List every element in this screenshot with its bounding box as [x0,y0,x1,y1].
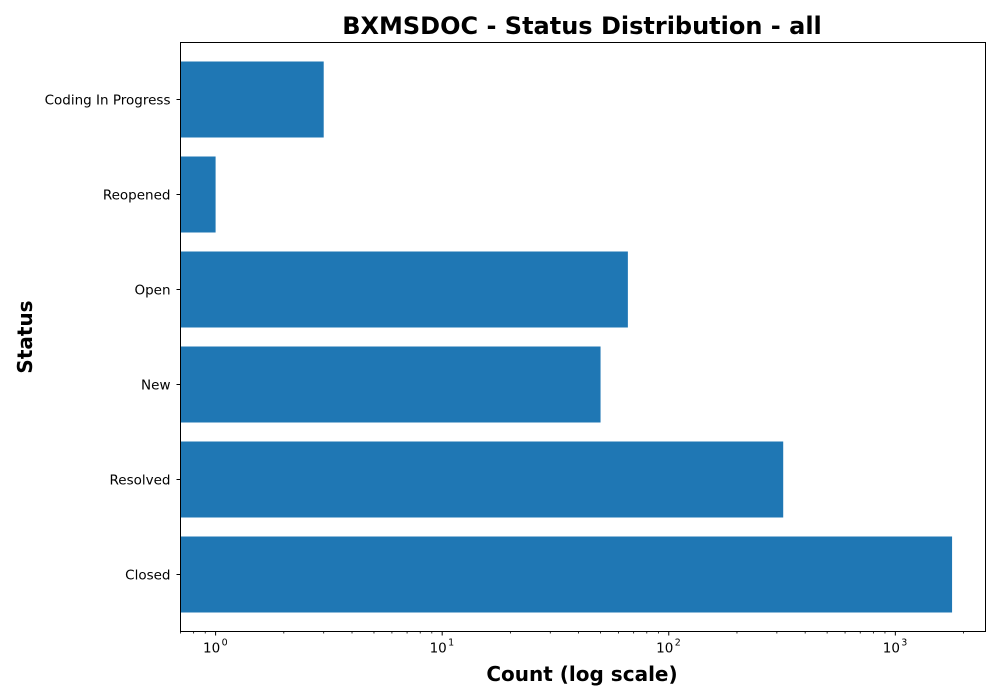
y-tick-label: Reopened [103,188,171,204]
y-axis-label: Status [13,300,37,373]
plot-frame [180,42,986,632]
bar-resolved [180,441,784,518]
bar-open [180,251,628,328]
x-axis-label: Count (log scale) [486,662,677,686]
y-axis: Closed Resolved New Open Reopened Coding In P… [45,93,181,584]
x-tick-label: 10 [203,641,220,657]
bar-coding-in-progress [180,61,324,138]
x-tick-exponent: 1 [448,638,454,649]
y-tick-label: New [141,378,170,394]
x-tick-label: 10 [656,641,673,657]
x-tick-exponent: 0 [222,638,228,649]
chart-title: BXMSDOC - Status Distribution - all [342,12,822,40]
y-tick-label: Resolved [110,473,171,489]
x-tick-exponent: 2 [675,638,681,649]
y-tick-label: Coding In Progress [45,93,171,109]
bars-layer [180,61,953,613]
x-tick-label: 10 [430,641,447,657]
x-axis: 10 0 10 1 10 2 10 3 [180,631,964,657]
bar-closed [180,536,953,613]
x-tick-label: 10 [883,641,900,657]
bar-reopened [180,156,216,233]
bar-new [180,346,601,423]
x-tick-exponent: 3 [901,638,907,649]
y-tick-label: Open [134,283,170,299]
y-tick-label: Closed [125,568,170,584]
